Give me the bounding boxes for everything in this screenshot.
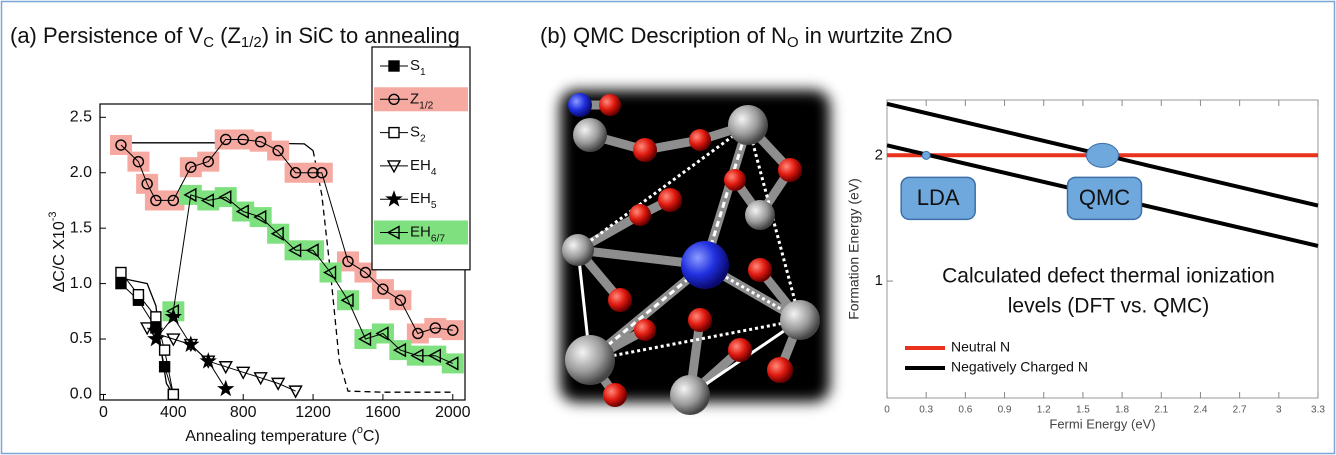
note: levels (DFT vs. QMC)	[1008, 295, 1209, 318]
marker	[160, 345, 170, 355]
text-part: -3	[47, 212, 59, 222]
x-tick-label: 1200	[295, 404, 331, 421]
y-tick-label: 0.0	[70, 386, 92, 403]
note: Calculated defect thermal ionization	[942, 265, 1275, 288]
legend-label: Negatively Charged N	[951, 359, 1088, 375]
y-tick-label: 2	[875, 146, 883, 163]
text-part: 6/7	[431, 233, 445, 244]
x-tick-label: 0.6	[958, 405, 972, 416]
x-tick-label: 0	[884, 405, 890, 416]
text-part: EH	[410, 223, 431, 240]
y-tick-label: 1.0	[70, 275, 92, 292]
marker	[151, 312, 161, 322]
text-part: Z	[410, 90, 419, 107]
x-tick-label: 0.9	[998, 405, 1012, 416]
y-tick-label: 2.5	[70, 109, 92, 126]
marker	[389, 61, 399, 71]
text-part: 1	[420, 67, 426, 78]
x-tick-label: 3	[1276, 405, 1282, 416]
annotation-label: LDA	[917, 185, 960, 210]
annotation-point	[1087, 143, 1119, 167]
text-part: EH	[410, 190, 431, 207]
x-tick-label: 800	[230, 404, 257, 421]
text-part: S	[410, 124, 420, 141]
text-part: S	[410, 57, 420, 74]
marker	[133, 290, 143, 300]
text-part: C	[203, 34, 214, 51]
text-part: C)	[363, 428, 380, 445]
x-tick-label: 2000	[435, 404, 471, 421]
text-part: O	[787, 34, 799, 51]
x-tick-label: 3.3	[1311, 405, 1325, 416]
x-tick-label: 1.2	[1037, 405, 1051, 416]
y-tick-label: 0.5	[70, 330, 92, 347]
text-part: (b) QMC Description of N	[540, 23, 787, 48]
y-axis-label: Formation Energy (eV)	[846, 178, 862, 320]
x-tick-label: 2.1	[1154, 405, 1168, 416]
x-axis-label: Fermi Energy (eV)	[1049, 416, 1155, 431]
text-part: 5	[431, 200, 437, 211]
text-part: 4	[431, 167, 437, 178]
marker	[116, 279, 126, 289]
x-tick-label: 2.7	[1233, 405, 1247, 416]
x-tick-label: 400	[160, 404, 187, 421]
molecule-image	[560, 90, 830, 415]
y-tick-label: 2.0	[70, 164, 92, 181]
text-part: ) in SiC to annealing	[262, 23, 460, 48]
annotation-label: QMC	[1079, 185, 1130, 210]
y-tick-label: 1.5	[70, 219, 92, 236]
text-part: (Z	[214, 23, 241, 48]
text-part: ΔC/C X10	[51, 221, 68, 292]
text-part: 2	[420, 133, 426, 144]
marker	[168, 389, 178, 399]
annotation-point	[922, 151, 930, 159]
text-part: EH	[410, 157, 431, 174]
x-tick-label: 0	[99, 404, 108, 421]
text-part: 1/2	[241, 34, 262, 51]
marker	[389, 128, 399, 138]
figure: (a) Persistence of VC (Z1/2) in SiC to a…	[0, 0, 1336, 455]
text-part: 1/2	[419, 100, 433, 111]
x-tick-label: 1.8	[1115, 405, 1129, 416]
x-tick-label: 0.3	[919, 405, 933, 416]
y-tick-label: 1	[875, 272, 883, 289]
text-part: (a) Persistence of V	[10, 23, 204, 48]
legend-label: Neutral N	[951, 339, 1010, 355]
x-tick-label: 1.5	[1076, 405, 1090, 416]
text-part: in wurtzite ZnO	[799, 23, 953, 48]
chart-title: (b) QMC Description of NO in wurtzite Zn…	[540, 23, 953, 51]
x-tick-label: 1600	[365, 404, 401, 421]
x-tick-label: 2.4	[1194, 405, 1208, 416]
page: (a) Persistence of VC (Z1/2) in SiC to a…	[0, 0, 1336, 455]
marker	[116, 268, 126, 278]
text-part: Annealing temperature (	[185, 428, 357, 445]
